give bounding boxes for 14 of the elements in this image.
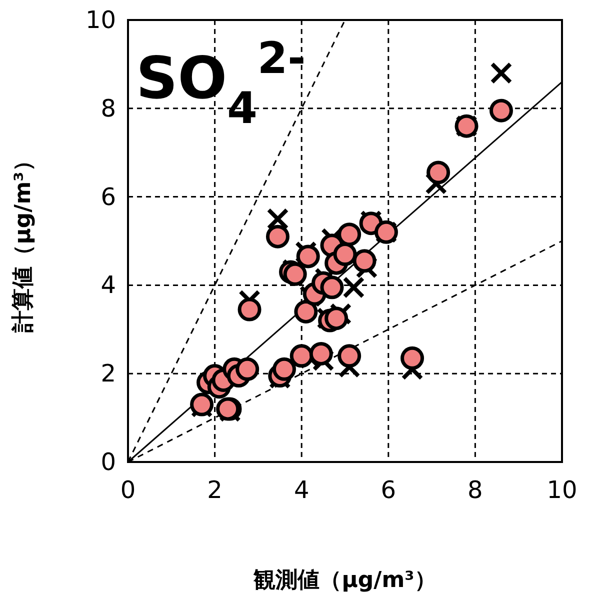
y-tick-label: 2 bbox=[100, 360, 116, 388]
x-tick-label: 10 bbox=[546, 476, 578, 504]
y-tick-label: 8 bbox=[100, 94, 116, 122]
x-tick-label: 8 bbox=[468, 476, 483, 504]
x-tick-label: 2 bbox=[207, 476, 222, 504]
x-tick-label: 4 bbox=[294, 476, 310, 504]
y-tick-label: 10 bbox=[85, 6, 116, 34]
x-tick-label: 0 bbox=[120, 476, 136, 504]
y-tick-label: 0 bbox=[100, 448, 116, 476]
x-axis-title: 観測値（μg/m³） bbox=[252, 568, 436, 593]
y-tick-label: 6 bbox=[100, 182, 116, 211]
x-tick-label: 6 bbox=[380, 476, 396, 504]
y-axis-title: 計算値（μg/m³） bbox=[11, 150, 36, 334]
y-tick-label: 4 bbox=[100, 271, 116, 300]
